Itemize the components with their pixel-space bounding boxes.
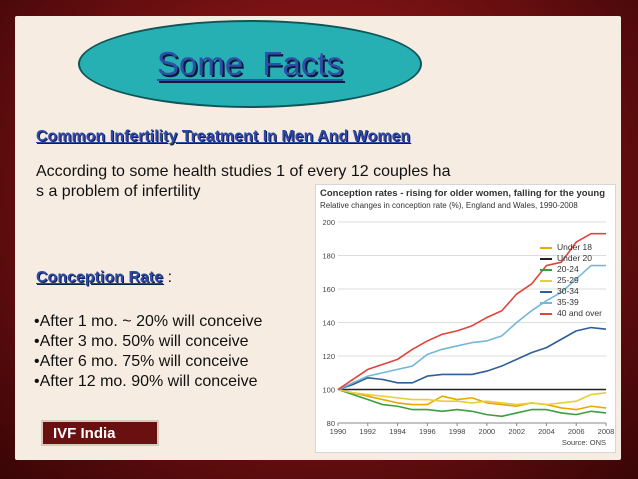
series-line-30-34 [337,326,607,391]
legend-swatch [540,301,552,304]
chart-plot: 80 100 120 140 160 180 200 1990 1992 1994 1996 1998… [322,218,615,447]
slide-title: Some Facts [156,45,344,82]
x-tick-label: 1992 [359,427,376,436]
series-line-20-24 [337,388,607,418]
y-tick-label: 120 [322,352,335,361]
legend-swatch [540,312,552,315]
legend-swatch [540,257,552,260]
chart-source: Source: ONS [562,438,606,447]
series-line-25-29 [337,388,607,406]
x-tick-label: 1994 [389,427,406,436]
legend-label: 35-39 [557,297,579,307]
legend-label: 40 and over [557,308,602,318]
series-line-40-and-over [337,232,606,391]
legend-entry: 30-34 [540,286,602,297]
x-tick-label: 1990 [330,427,347,436]
legend-label: 20-24 [557,264,579,274]
legend-entry: Under 18 [540,242,602,253]
bullet-item: •After 6 mo. 75% will conceive [34,353,249,370]
bullet-item: •After 12 mo. 90% will conceive [34,373,258,390]
x-tick-label: 2006 [568,427,585,436]
y-tick-label: 180 [322,252,335,261]
legend-swatch [540,290,552,293]
conception-rate-label: Conception Rate [36,269,164,286]
chart-subtitle: Relative changes in conception rate (%),… [320,201,578,210]
bullet-item: •After 3 mo. 50% will conceive [34,333,249,350]
title-banner: Some Facts [78,20,422,108]
legend-entry: 25-29 [540,275,602,286]
series-line-under-18 [337,388,607,411]
legend-label: 25-29 [557,275,579,285]
y-tick-label: 200 [322,218,335,227]
x-tick-label: 2008 [598,427,615,436]
y-tick-label: 100 [322,386,335,395]
x-tick-label: 2002 [508,427,525,436]
conception-chart: Conception rates - rising for older wome… [315,184,616,453]
legend-swatch [540,246,552,249]
chart-title: Conception rates - rising for older wome… [320,188,606,199]
bullet-item: •After 1 mo. ~ 20% will conceive [34,313,263,330]
ivf-india-badge: IVF India [41,420,159,446]
conception-rate-colon: : [163,269,173,286]
legend-swatch [540,268,552,271]
paragraph-line: According to some health studies 1 of ev… [36,163,451,180]
legend-label: Under 18 [557,242,592,252]
conception-bullets: •After 1 mo. ~ 20% will conceive •After … [34,312,262,392]
legend-entry: Under 20 [540,253,602,264]
legend-swatch [540,279,552,282]
y-tick-label: 140 [322,319,335,328]
legend-label: 30-34 [557,286,579,296]
x-tick-label: 1996 [419,427,436,436]
slide: Some Facts Common Infertility Treatment … [15,16,621,460]
conception-rate-heading: Conception Rate : [36,269,172,287]
legend-entry: 20-24 [540,264,602,275]
x-tick-label: 1998 [449,427,466,436]
legend-entry: 35-39 [540,297,602,308]
legend-label: Under 20 [557,253,592,263]
chart-legend: Under 18 Under 20 20-24 25-29 30-34 35-39 40 a… [540,242,602,319]
intro-paragraph: According to some health studies 1 of ev… [36,162,556,202]
subheading: Common Infertility Treatment In Men And … [36,128,411,145]
paragraph-line: s a problem of infertility [36,183,201,200]
series-line-35-39 [337,264,606,391]
y-tick-label: 160 [322,285,335,294]
x-tick-label: 2000 [479,427,496,436]
y-tick-label: 80 [327,419,335,428]
x-tick-label: 2004 [538,427,555,436]
legend-entry: 40 and over [540,308,602,319]
